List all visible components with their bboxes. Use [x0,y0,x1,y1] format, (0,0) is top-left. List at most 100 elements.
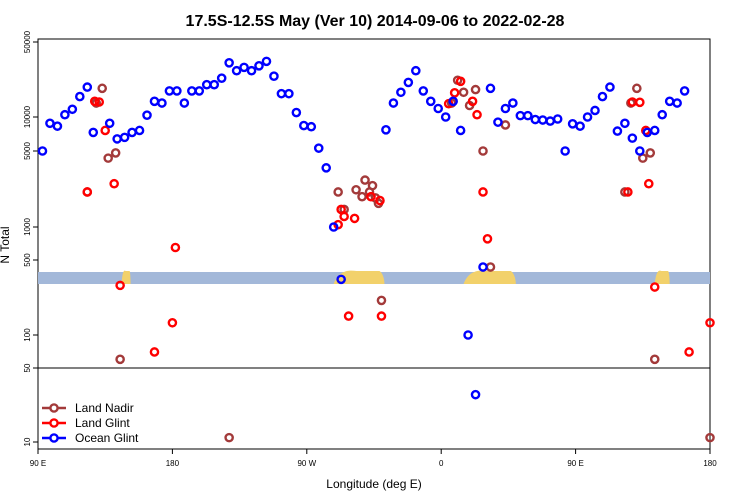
ocean-glint-point [418,86,429,96]
ocean-glint-point [523,110,533,121]
ocean-glint-point [500,103,511,114]
y-tick-label: 1000 [23,218,32,236]
y-ticks: 10 50 100 500 1000 5000 10000 50000 [23,30,38,446]
legend-marker-ocean-glint [49,433,59,443]
land-nadir-point [224,432,234,443]
ocean-glint-point [88,127,99,138]
ocean-glint-point [328,222,339,232]
y-tick-label: 500 [23,253,32,267]
land-glint-point [167,317,178,328]
land-glint-point [478,187,488,197]
ocean-glint-point [134,125,145,136]
land-glint-point [82,187,93,197]
ocean-glint-point [455,125,466,136]
land-nadir-point [632,83,642,94]
land-glint-point [643,178,654,189]
land-nadir-point [367,180,378,191]
ocean-glint-point [299,120,309,131]
land-nadir-point [470,84,481,95]
land-nadir-point [103,153,113,163]
land-glint-point [94,97,105,107]
land-glint-point [472,109,482,120]
ocean-glint-point [209,79,220,90]
ocean-glint-point [164,86,175,96]
ocean-glint-point [508,98,518,108]
land-glint-point [375,195,385,206]
ocean-glint-point [381,125,391,135]
x-tick-label: 90 E [30,459,46,468]
y-tick-label: 10 [23,437,32,446]
legend-label-land-nadir: Land Nadir [75,401,134,415]
land-nadir-point [500,120,511,130]
ocean-glint-point [45,118,55,129]
ocean-glint-point [575,121,585,131]
ocean-glint-point [336,274,346,285]
ocean-glint-point [433,103,444,114]
ocean-glint-point [590,105,600,116]
data-points [37,56,715,443]
legend-label-land-glint: Land Glint [75,416,130,430]
ocean-glint-point [552,114,563,124]
legend-marker-land-nadir [49,403,59,413]
ocean-glint-point [657,109,668,120]
ocean-glint-point [493,117,503,127]
ocean-glint-point [485,83,496,94]
ocean-glint-point [142,110,152,120]
surface-band [38,270,710,284]
ocean-glint-point [411,65,421,76]
ocean-glint-point [246,65,257,76]
ocean-glint-point [530,114,541,125]
y-tick-label: 5000 [23,142,32,160]
land-nadir-point [485,262,496,272]
ocean-glint-point [149,96,160,107]
land-nadir-point [478,146,488,156]
y-tick-label: 50 [23,363,32,372]
land-nadir-point [376,295,387,306]
ocean-glint-point [635,146,645,156]
ocean-glint-point [112,134,122,144]
chart-title: 17.5S-12.5S May (Ver 10) 2014-09-06 to 2… [186,13,565,30]
land-band [333,270,385,284]
ocean-glint-point [627,133,638,143]
land-nadir-point [458,87,469,98]
x-axis-label: Longitude (deg E) [326,477,421,491]
land-nadir-point [649,354,660,365]
ocean-glint-point [403,77,414,88]
ocean-glint-point [582,112,593,122]
ocean-glint-point [291,107,302,118]
ocean-glint-point [515,110,526,121]
ocean-glint-point [537,115,548,125]
ocean-glint-point [37,146,48,156]
land-band [121,270,131,284]
land-glint-point [376,311,387,321]
ocean-glint-point [52,121,63,131]
plot-frame [37,38,711,450]
ocean-glint-point [276,88,287,99]
ocean-glint-point [396,87,406,98]
ocean-glint-point [612,126,623,136]
ocean-glint-point [605,82,615,92]
land-glint-point [109,178,119,189]
land-glint-point [627,97,638,107]
land-glint-point [455,76,466,87]
ocean-glint-point [194,86,205,96]
ocean-glint-point [440,112,451,122]
land-glint-point [366,191,376,202]
ocean-glint-point [313,143,324,153]
ocean-glint-point [597,91,608,102]
ocean-glint-point [425,96,436,107]
x-tick-label: 90 W [297,459,316,468]
land-band [654,270,670,284]
ocean-glint-point [179,98,190,108]
ocean-glint-point [75,91,85,102]
land-nadir-point [333,187,343,197]
land-glint-point [482,234,493,244]
land-glint-point [635,97,645,108]
ocean-glint-point [649,125,660,136]
ocean-glint-point [269,71,279,82]
land-nadir-point [645,148,656,158]
ocean-glint-point [60,109,70,120]
ocean-glint-point [284,88,294,99]
